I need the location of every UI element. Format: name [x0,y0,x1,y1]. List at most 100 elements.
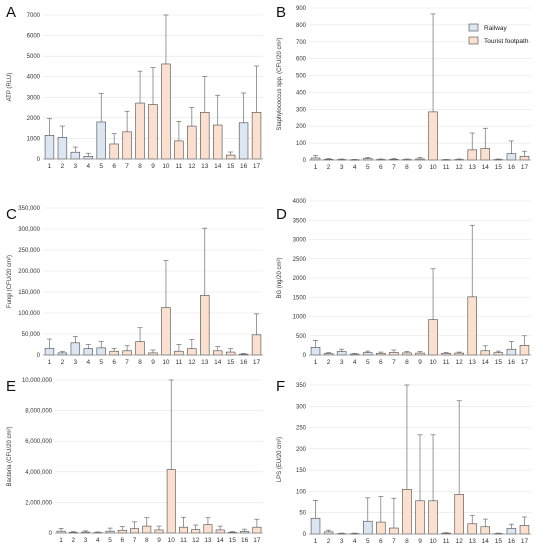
x-tick-label: 17 [521,538,529,545]
x-tick-label: 15 [495,359,503,366]
x-tick-label: 12 [456,164,464,171]
bar [161,63,171,160]
chart-panel-d: 0 500 1000 1500 2000 2500 3000 3500 4000 BG (ng/2… [277,199,531,366]
x-tick-label: 3 [84,537,88,544]
x-tick-label: 1 [59,537,63,544]
x-tick-label: 1 [314,538,318,545]
y-tick-label: 300,000 [18,227,40,233]
y-tick-label: 400 [296,90,307,96]
y-tick-label: 1000 [293,315,307,321]
y-tick-label: 6,000,000 [25,439,52,445]
x-tick-label: 7 [125,163,129,170]
x-tick-label: 8 [138,163,142,170]
bar [70,342,81,356]
x-tick-label: 14 [214,163,222,170]
y-tick-label: 200 [296,447,307,453]
panel-label-b: B [276,4,286,21]
bar [467,523,477,535]
bar [148,104,158,160]
bar [154,529,164,534]
bar [166,469,176,534]
bar [506,348,517,356]
y-axis-label: LPS (EU/20 cm²) [277,437,283,482]
bar [174,140,184,160]
y-tick-label: 8,000,000 [25,409,52,415]
x-tick-label: 15 [227,359,235,366]
bar [480,350,491,356]
x-tick-label: 7 [392,164,396,171]
x-tick-label: 10 [429,538,437,545]
bar [187,348,197,356]
bar [130,528,139,534]
x-tick-label: 10 [168,537,176,544]
bar [179,526,188,534]
x-tick-label: 11 [443,164,450,171]
y-tick-label: 700 [296,40,307,46]
x-tick-label: 1 [48,359,52,366]
x-tick-label: 7 [392,538,396,545]
x-tick-label: 16 [508,538,516,545]
bar [96,347,106,356]
x-tick-label: 12 [188,359,196,366]
y-tick-label: 100,000 [18,311,40,317]
x-tick-label: 14 [482,164,490,171]
bar [467,149,477,161]
x-tick-label: 17 [521,359,529,366]
bar [428,111,438,161]
bar [213,350,223,356]
y-axis-label: ATP (RLU) [7,73,13,102]
y-tick-label: 10,000,000 [22,378,53,384]
x-tick-label: 13 [469,359,477,366]
x-tick-label: 13 [201,163,209,170]
bar [174,350,184,356]
bar [506,528,517,535]
y-axis-label: Bacteria (CFU/20 cm²) [7,426,13,486]
x-tick-label: 16 [240,163,248,170]
x-tick-label: 17 [253,359,261,366]
x-tick-label: 6 [112,359,116,366]
x-tick-label: 9 [151,163,155,170]
x-tick-label: 8 [405,359,409,366]
x-tick-label: 5 [366,164,370,171]
bar [96,121,106,160]
chart-panel-e: 0 2,000,000 4,000,000 6,000,000 8,000,000 10,… [7,378,263,544]
x-tick-label: 14 [217,537,225,544]
x-tick-label: 17 [521,164,529,171]
bar [191,529,201,534]
x-tick-label: 3 [340,164,344,171]
y-tick-label: 150,000 [18,290,40,296]
x-tick-label: 1 [314,359,318,366]
chart-panel-b: 0 100 200 300 400 500 600 700 800 900 Staphylococc… [277,6,531,171]
y-tick-label: 0 [303,158,307,164]
y-tick-label: 100 [296,141,307,147]
y-tick-label: 0 [37,157,41,163]
bar [363,520,373,535]
bar [200,112,210,160]
y-tick-label: 350,000 [18,206,40,212]
x-tick-label: 13 [469,538,477,545]
bar [389,352,399,356]
x-tick-label: 8 [405,538,409,545]
x-tick-label: 3 [74,359,78,366]
y-tick-label: 150 [296,468,307,474]
bar [44,135,55,160]
x-tick-label: 15 [227,163,235,170]
y-tick-label: 2000 [293,276,307,282]
x-tick-label: 7 [392,359,396,366]
y-tick-label: 600 [296,57,307,63]
y-tick-label: 50,000 [22,332,41,338]
x-tick-label: 12 [192,537,200,544]
y-tick-label: 500 [296,74,307,80]
y-tick-label: 3000 [27,95,41,101]
x-tick-label: 13 [201,359,209,366]
y-tick-label: 500 [296,334,307,340]
y-tick-label: 900 [296,6,307,12]
bar [480,526,491,535]
x-tick-label: 9 [418,359,422,366]
x-tick-label: 16 [508,359,516,366]
panel-label-a: A [6,4,16,21]
bar [376,521,386,535]
